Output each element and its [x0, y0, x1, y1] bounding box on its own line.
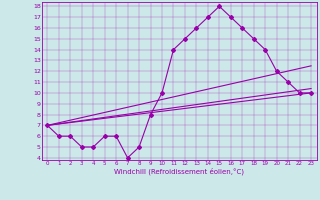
X-axis label: Windchill (Refroidissement éolien,°C): Windchill (Refroidissement éolien,°C)	[114, 167, 244, 175]
